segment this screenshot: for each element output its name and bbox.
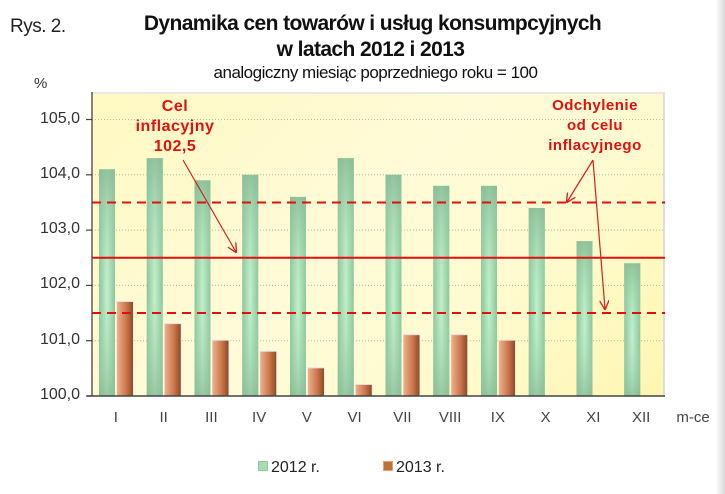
legend-item-2013: 2013 r. xyxy=(383,459,445,477)
legend-swatch-2012 xyxy=(258,461,268,471)
x-tick-label: IV xyxy=(252,409,267,426)
bar-2013 xyxy=(355,384,372,396)
y-tick-label: 104,0 xyxy=(39,164,80,182)
axes xyxy=(86,92,665,397)
figure-label: Rys. 2. xyxy=(10,16,66,37)
deviation-annotation: Odchylenie od celu inflacyjnego xyxy=(530,96,660,156)
x-tick-label: XI xyxy=(586,409,601,426)
bar-2012-shade xyxy=(433,185,450,396)
annotation-arrows xyxy=(182,159,605,309)
x-tick-label: XII xyxy=(631,409,651,426)
deviation-annotation-line2: od celu xyxy=(566,117,623,134)
x-tick-label: VII xyxy=(393,409,412,426)
y-tick-label: 102,0 xyxy=(39,275,80,293)
bar-2013 xyxy=(403,335,420,396)
target-annotation: Cel inflacyjny 102,5 xyxy=(110,97,240,157)
bar-2012-shade xyxy=(242,174,259,396)
bar-2013 xyxy=(164,324,181,396)
target-annotation-line2: inflacyjny xyxy=(135,118,215,135)
target-annotation-line3: 102,5 xyxy=(153,138,197,155)
bars xyxy=(99,158,641,396)
x-tick-label: X xyxy=(540,409,551,426)
bar-2013 xyxy=(212,340,229,396)
bar-2013 xyxy=(308,368,324,396)
bar-2012-shade xyxy=(576,241,593,396)
reference-lines xyxy=(92,201,665,315)
bar-2012-shade xyxy=(337,158,354,396)
bar-2012-shade xyxy=(146,158,163,396)
bar-2012-shade xyxy=(385,174,402,396)
legend-label-2012: 2012 r. xyxy=(271,459,320,476)
bar-2012-shade xyxy=(624,263,641,396)
chart-title: Dynamika cen towarów i usług konsumpcyjn… xyxy=(143,12,602,35)
deviation-annotation-line3: inflacyjnego xyxy=(548,137,642,154)
x-tick-label: VI xyxy=(347,409,362,426)
page-edge-shadow xyxy=(716,0,725,494)
y-axis-unit: % xyxy=(34,75,48,92)
x-tick-label: V xyxy=(301,409,312,426)
y-tick-label: 100,0 xyxy=(39,386,80,403)
bar-2012-shade xyxy=(481,185,497,396)
bar-2012-shade xyxy=(528,207,545,396)
y-tick-label: 101,0 xyxy=(39,330,80,348)
x-tick-label: II xyxy=(159,409,168,426)
bar-2013 xyxy=(117,301,133,396)
bar-2012-shade xyxy=(290,196,306,396)
deviation-annotation-line1: Odchylenie xyxy=(552,97,638,114)
bar-2013 xyxy=(260,351,277,396)
bar-2013 xyxy=(451,335,468,396)
legend-item-2012: 2012 r. xyxy=(258,459,320,477)
y-tick-label: 105,0 xyxy=(39,109,80,127)
legend-label-2013: 2013 r. xyxy=(396,459,445,476)
y-tick-label: 103,0 xyxy=(39,220,80,238)
bar-2012-shade xyxy=(99,169,115,396)
gridlines xyxy=(92,119,665,342)
bar-2012-shade xyxy=(194,180,211,396)
x-tick-label: I xyxy=(113,409,118,426)
x-tick-label: III xyxy=(205,409,218,426)
x-tick-label: IX xyxy=(490,409,505,426)
chart-title-line2: w latach 2012 i 2013 xyxy=(276,38,465,61)
chart-subtitle: analogiczny miesiąc poprzedniego roku = … xyxy=(213,63,538,82)
plot-area xyxy=(92,92,665,396)
target-annotation-line1: Cel xyxy=(161,98,189,115)
x-axis-unit: m-ce xyxy=(676,409,710,426)
legend-swatch-2013 xyxy=(383,461,393,471)
bar-2013 xyxy=(499,340,515,396)
x-tick-label: VIII xyxy=(438,409,462,426)
